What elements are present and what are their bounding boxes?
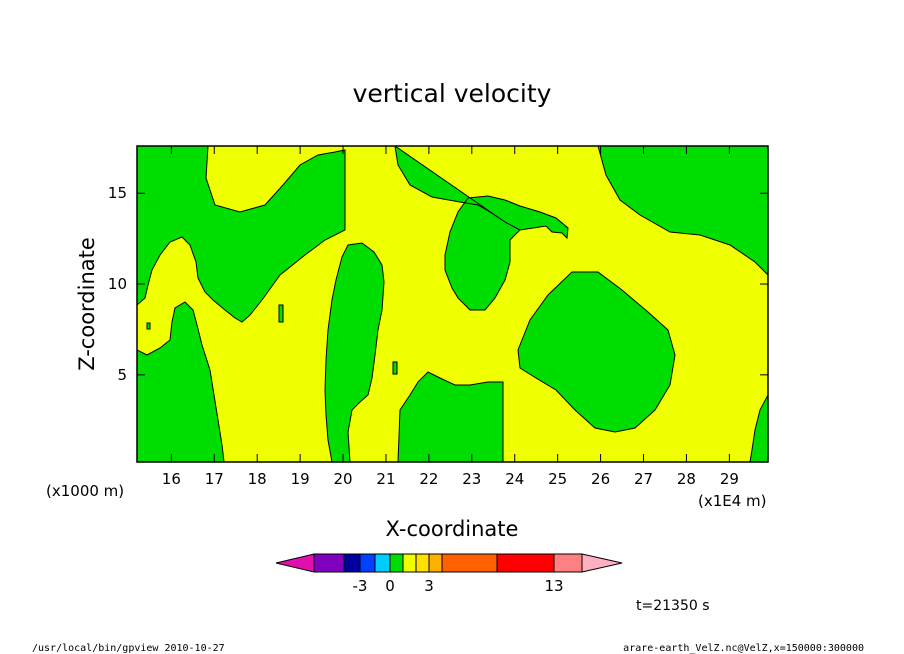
x-tick-label: 21 <box>376 470 395 488</box>
x-tick-label: 22 <box>419 470 438 488</box>
x-tick-label: 18 <box>248 470 267 488</box>
plot-frame <box>136 145 769 463</box>
negative-region-bottom-center <box>397 371 504 462</box>
time-label: t=21350 s <box>636 598 710 614</box>
negative-region-right-blob <box>517 271 676 433</box>
x-axis-label: X-coordinate <box>386 517 519 541</box>
colorbar-label: 0 <box>385 577 395 595</box>
colorbar-label: 13 <box>544 577 563 595</box>
x-tick-label: 28 <box>677 470 696 488</box>
negative-region-dot <box>146 322 151 330</box>
x-unit-left: (x1000 m) <box>46 482 124 500</box>
negative-region-top-center <box>395 146 768 276</box>
x-tick-label: 20 <box>333 470 352 488</box>
colorbar: -3 0 3 13 <box>275 553 623 595</box>
negative-region-center-column <box>324 242 385 462</box>
y-tick-label: 10 <box>108 275 127 293</box>
x-tick-label: 29 <box>720 470 739 488</box>
negative-region-top-left <box>137 146 346 323</box>
chart-title: vertical velocity <box>353 79 552 108</box>
colorbar-label: 3 <box>424 577 434 595</box>
x-tick-label: 23 <box>462 470 481 488</box>
x-tick-label: 24 <box>505 470 524 488</box>
colorbar-label: -3 <box>353 577 368 595</box>
colorbar-swatch <box>428 553 443 573</box>
y-axis: 5 10 15 <box>108 184 768 384</box>
y-tick-label: 15 <box>108 184 127 202</box>
x-tick-label: 27 <box>634 470 653 488</box>
negative-region-cell <box>278 304 284 323</box>
x-tick-label: 26 <box>591 470 610 488</box>
colorbar-arrow-high <box>581 553 623 573</box>
colorbar-swatch <box>374 553 391 573</box>
colorbar-swatch <box>343 553 361 573</box>
colorbar-swatch <box>553 553 583 573</box>
colorbar-swatch <box>402 553 417 573</box>
colorbar-swatch <box>496 553 555 573</box>
colorbar-swatch <box>415 553 430 573</box>
colorbar-arrow-low <box>275 553 315 573</box>
x-tick-label: 19 <box>291 470 310 488</box>
colorbar-swatch <box>359 553 376 573</box>
colorbar-swatch <box>313 553 345 573</box>
y-axis-label: Z-coordinate <box>75 237 99 371</box>
x-tick-label: 25 <box>548 470 567 488</box>
x-axis: 16 17 18 19 20 21 22 23 24 25 26 27 28 29 <box>162 146 739 488</box>
negative-region-cell-small <box>392 361 398 375</box>
y-tick-label: 5 <box>117 366 127 384</box>
negative-region-hook <box>394 146 569 311</box>
colorbar-swatch <box>389 553 404 573</box>
negative-regions <box>137 146 768 462</box>
footer-left: /usr/local/bin/gpview 2010-10-27 <box>32 643 225 654</box>
colorbar-swatch <box>441 553 498 573</box>
x-tick-label: 16 <box>162 470 181 488</box>
x-tick-label: 17 <box>205 470 224 488</box>
x-unit-right: (x1E4 m) <box>698 492 767 510</box>
negative-region-right-edge <box>749 394 768 462</box>
footer-right: arare-earth_VelZ.nc@VelZ,x=150000:300000 <box>623 643 864 654</box>
negative-region-left-column <box>137 301 225 462</box>
plot-area <box>136 145 769 463</box>
